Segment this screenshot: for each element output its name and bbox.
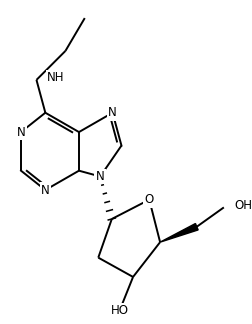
Text: N: N — [41, 183, 50, 197]
Text: N: N — [108, 106, 117, 119]
Text: HO: HO — [111, 304, 129, 317]
Text: N: N — [17, 126, 25, 139]
Polygon shape — [160, 224, 198, 242]
Text: OH: OH — [235, 199, 252, 212]
Text: NH: NH — [47, 72, 65, 85]
Text: O: O — [145, 193, 154, 206]
Text: N: N — [96, 170, 105, 183]
